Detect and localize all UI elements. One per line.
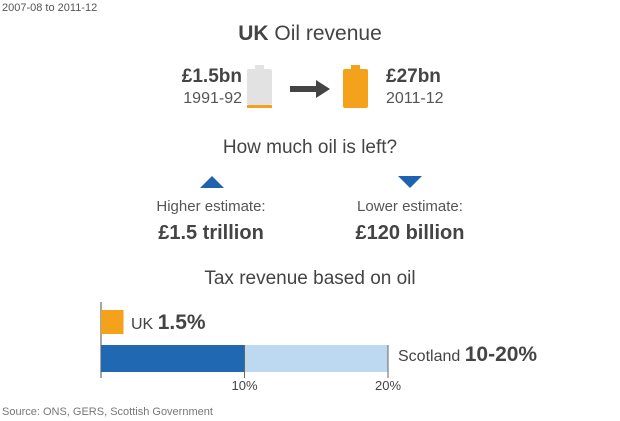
bar-scotland-low	[101, 345, 245, 372]
uk-series-value: 1.5%	[157, 311, 206, 334]
lower-estimate: Lower estimate: £120 billion	[310, 194, 510, 246]
revenue-to-value: £27bn	[386, 66, 441, 87]
scotland-series-label: Scotland 10-20%	[398, 343, 537, 367]
revenue-from: £1.5bn 1991-92	[182, 66, 242, 110]
scotland-series-name: Scotland	[398, 348, 461, 365]
main-title-rest: Oil revenue	[268, 22, 382, 45]
tax-chart	[100, 302, 389, 378]
bar-scotland-range	[244, 345, 388, 372]
tick-label-20: 20%	[374, 378, 402, 393]
scotland-series-value: 10-20%	[464, 343, 538, 366]
main-title-bold: UK	[238, 22, 269, 45]
uk-series-label: UK 1.5%	[131, 311, 206, 335]
revenue-to: £27bn 2011-12	[386, 66, 444, 110]
arrow-right-icon	[290, 80, 330, 98]
chart-title: Tax revenue based on oil	[204, 268, 416, 289]
revenue-from-value: £1.5bn	[181, 66, 242, 87]
main-title: UK Oil revenue	[0, 22, 620, 46]
tick-label-10: 10%	[231, 378, 258, 393]
uk-series-name: UK	[131, 316, 154, 333]
higher-estimate-label: Higher estimate:	[156, 198, 266, 215]
bar-uk	[101, 310, 124, 334]
lower-estimate-value: £120 billion	[355, 222, 465, 244]
revenue-from-year: 1991-92	[183, 90, 242, 107]
lower-estimate-label: Lower estimate:	[357, 198, 463, 215]
barrel-grey-icon	[247, 65, 272, 108]
higher-estimate-value: £1.5 trillion	[158, 222, 264, 244]
reserves-question: How much oil is left?	[222, 137, 398, 158]
revenue-to-year: 2011-12	[386, 90, 444, 107]
triangle-up-icon	[200, 176, 224, 188]
higher-estimate: Higher estimate: £1.5 trillion	[111, 194, 311, 246]
date-range: 2007-08 to 2011-12	[2, 2, 98, 14]
source-note: Source: ONS, GERS, Scottish Government	[2, 406, 213, 418]
barrel-orange-icon	[343, 65, 368, 108]
triangle-down-icon	[398, 176, 422, 188]
